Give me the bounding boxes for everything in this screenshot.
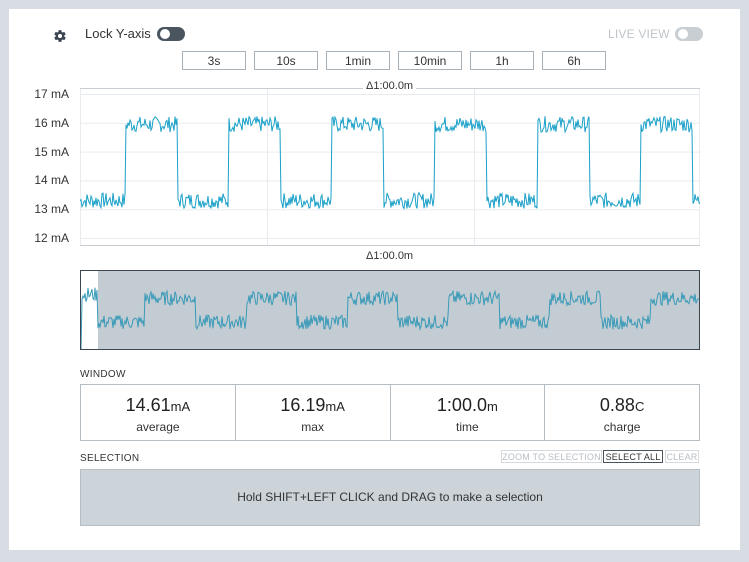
stat-unit: m bbox=[486, 399, 498, 414]
minimap-series-line bbox=[80, 287, 700, 350]
window-duration-label: Δ1:00.0m bbox=[363, 80, 417, 92]
stat-unit: mA bbox=[170, 399, 191, 414]
stat-time: 1:00.0m time bbox=[391, 385, 546, 440]
zoom-to-selection-button[interactable]: ZOOM TO SELECTION bbox=[501, 450, 602, 463]
minimap-border bbox=[80, 270, 700, 350]
time-button-1h[interactable]: 1h bbox=[470, 51, 534, 70]
toggle-knob bbox=[160, 29, 170, 39]
time-button-3s[interactable]: 3s bbox=[182, 51, 246, 70]
window-section-label: WINDOW bbox=[80, 369, 126, 380]
lock-y-axis-label: Lock Y-axis bbox=[85, 26, 151, 41]
stat-value: 0.88C bbox=[545, 395, 699, 416]
stat-label: time bbox=[456, 420, 479, 434]
stat-number: 1:00.0 bbox=[436, 395, 487, 415]
selection-hint: Hold SHIFT+LEFT CLICK and DRAG to make a… bbox=[237, 490, 543, 504]
live-view-toggle[interactable] bbox=[675, 27, 703, 41]
clear-button[interactable]: CLEAR bbox=[665, 450, 699, 463]
minimap-window-highlight[interactable] bbox=[98, 270, 700, 350]
current-series-line bbox=[80, 115, 700, 210]
window-stats: 14.61mA average 16.19mA max 1:00.0m time… bbox=[80, 384, 700, 441]
stat-average: 14.61mA average bbox=[81, 385, 236, 440]
stat-value: 16.19mA bbox=[236, 395, 390, 416]
stat-label: max bbox=[301, 420, 324, 434]
stat-unit: mA bbox=[325, 399, 345, 414]
time-button-1min[interactable]: 1min bbox=[326, 51, 390, 70]
y-tick-label: 17 mA bbox=[34, 87, 69, 101]
stat-unit: C bbox=[634, 399, 645, 414]
live-view-label: LIVE VIEW bbox=[608, 27, 670, 41]
lock-y-axis-toggle[interactable] bbox=[157, 27, 185, 41]
minimap-duration-label: Δ1:00.0m bbox=[363, 250, 417, 262]
selection-section-label: SELECTION bbox=[80, 453, 140, 464]
stat-value: 1:00.0m bbox=[391, 395, 545, 416]
y-tick-label: 13 mA bbox=[34, 202, 69, 216]
gear-icon[interactable] bbox=[53, 29, 67, 43]
minimap-chart[interactable] bbox=[80, 270, 700, 350]
time-button-6h[interactable]: 6h bbox=[542, 51, 606, 70]
time-button-10s[interactable]: 10s bbox=[254, 51, 318, 70]
select-all-button[interactable]: SELECT ALL bbox=[603, 450, 663, 463]
selection-area[interactable]: Hold SHIFT+LEFT CLICK and DRAG to make a… bbox=[80, 469, 700, 526]
stat-label: charge bbox=[603, 420, 641, 434]
y-tick-label: 15 mA bbox=[34, 145, 69, 159]
stat-max: 16.19mA max bbox=[236, 385, 391, 440]
stat-number: 0.88 bbox=[599, 395, 635, 415]
time-button-10min[interactable]: 10min bbox=[398, 51, 462, 70]
y-tick-label: 12 mA bbox=[34, 231, 69, 245]
y-tick-label: 16 mA bbox=[34, 116, 69, 130]
y-tick-label: 14 mA bbox=[34, 173, 69, 187]
stat-number: 14.61 bbox=[125, 395, 171, 415]
stat-label: average bbox=[136, 420, 180, 434]
stat-charge: 0.88C charge bbox=[545, 385, 699, 440]
chart-grid bbox=[80, 88, 700, 246]
stat-value: 14.61mA bbox=[81, 395, 235, 416]
main-chart[interactable] bbox=[80, 80, 700, 255]
toggle-knob bbox=[678, 29, 688, 39]
stat-number: 16.19 bbox=[280, 395, 326, 415]
